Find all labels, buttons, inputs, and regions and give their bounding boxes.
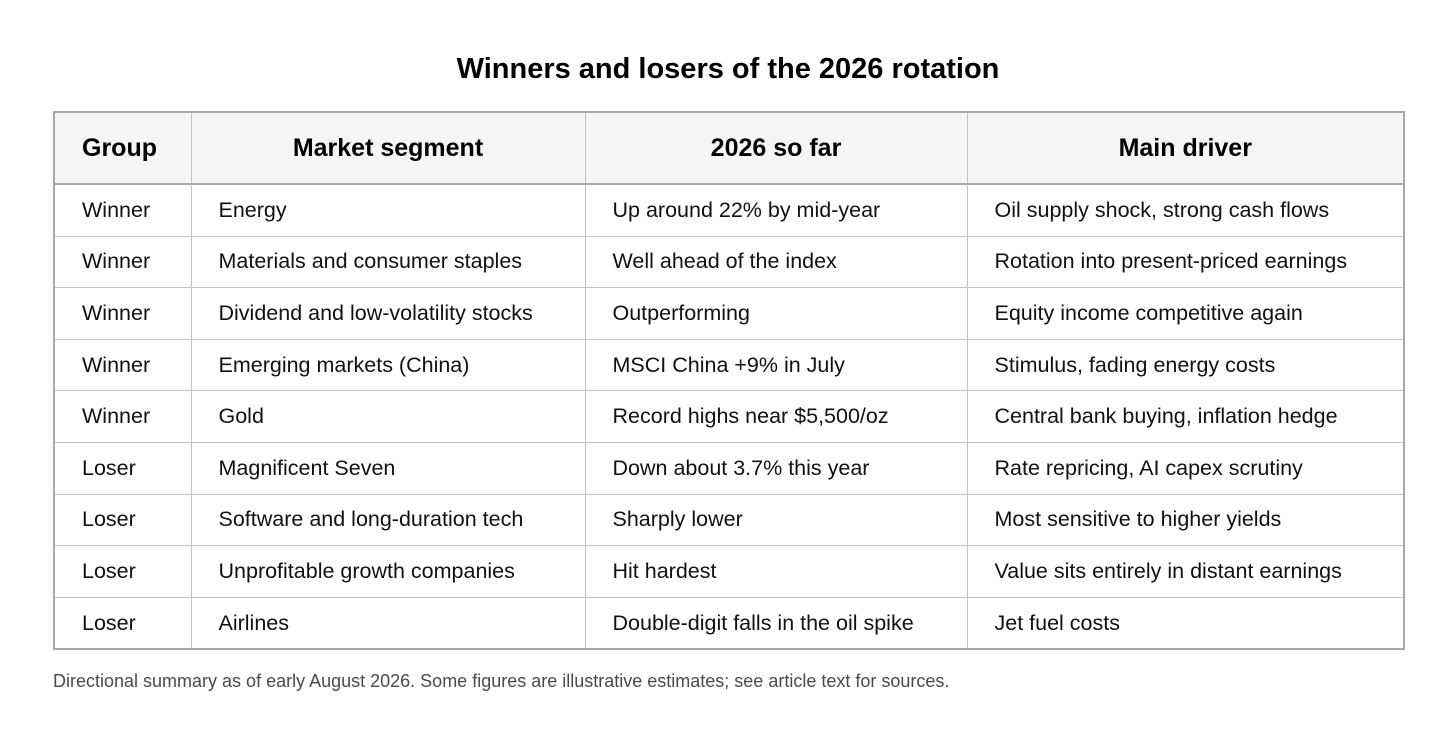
cell-performance: Sharply lower bbox=[584, 493, 968, 547]
cell-driver: Central bank buying, inflation hedge bbox=[966, 390, 1405, 443]
cell-driver: Rotation into present-priced earnings bbox=[966, 235, 1405, 289]
header-group: Group bbox=[53, 111, 192, 185]
cell-segment: Software and long-duration tech bbox=[190, 493, 586, 547]
cell-driver: Jet fuel costs bbox=[966, 596, 1405, 650]
table-row: Winner Energy Up around 22% by mid-year … bbox=[53, 183, 1405, 237]
table-row: Loser Magnificent Seven Down about 3.7% … bbox=[53, 441, 1405, 495]
cell-performance: Down about 3.7% this year bbox=[584, 441, 968, 495]
table-row: Loser Airlines Double-digit falls in the… bbox=[53, 596, 1405, 650]
cell-driver: Equity income competitive again bbox=[966, 287, 1405, 340]
cell-group: Loser bbox=[53, 441, 192, 495]
cell-driver: Oil supply shock, strong cash flows bbox=[966, 183, 1405, 237]
cell-driver: Value sits entirely in distant earnings bbox=[966, 545, 1405, 598]
cell-group: Winner bbox=[53, 235, 192, 289]
rotation-table-container: Group Market segment 2026 so far Main dr… bbox=[53, 111, 1405, 651]
cell-performance: Hit hardest bbox=[584, 545, 968, 598]
table-row: Loser Unprofitable growth companies Hit … bbox=[53, 545, 1405, 598]
cell-segment: Unprofitable growth companies bbox=[190, 545, 586, 598]
table-row: Winner Emerging markets (China) MSCI Chi… bbox=[53, 338, 1405, 392]
cell-group: Winner bbox=[53, 183, 192, 237]
table-row: Winner Dividend and low-volatility stock… bbox=[53, 287, 1405, 340]
rotation-table: Group Market segment 2026 so far Main dr… bbox=[53, 111, 1405, 651]
footnote: Directional summary as of early August 2… bbox=[53, 671, 950, 691]
cell-segment: Materials and consumer staples bbox=[190, 235, 586, 289]
cell-segment: Airlines bbox=[190, 596, 586, 650]
cell-group: Winner bbox=[53, 390, 192, 443]
cell-driver: Stimulus, fading energy costs bbox=[966, 338, 1405, 392]
cell-group: Loser bbox=[53, 596, 192, 650]
cell-driver: Most sensitive to higher yields bbox=[966, 493, 1405, 547]
cell-performance: Record highs near $5,500/oz bbox=[584, 390, 968, 443]
header-market-segment: Market segment bbox=[190, 111, 586, 185]
cell-segment: Emerging markets (China) bbox=[190, 338, 586, 392]
cell-segment: Magnificent Seven bbox=[190, 441, 586, 495]
cell-group: Winner bbox=[53, 287, 192, 340]
table-row: Loser Software and long-duration tech Sh… bbox=[53, 493, 1405, 547]
cell-segment: Gold bbox=[190, 390, 586, 443]
table-row: Winner Gold Record highs near $5,500/oz … bbox=[53, 390, 1405, 443]
cell-performance: Double-digit falls in the oil spike bbox=[584, 596, 968, 650]
cell-segment: Dividend and low-volatility stocks bbox=[190, 287, 586, 340]
cell-performance: Outperforming bbox=[584, 287, 968, 340]
table-title: Winners and losers of the 2026 rotation bbox=[456, 53, 1000, 85]
cell-group: Winner bbox=[53, 338, 192, 392]
cell-performance: Well ahead of the index bbox=[584, 235, 968, 289]
table-header-row: Group Market segment 2026 so far Main dr… bbox=[53, 111, 1405, 185]
header-2026-so-far: 2026 so far bbox=[584, 111, 968, 185]
header-main-driver: Main driver bbox=[966, 111, 1405, 185]
cell-driver: Rate repricing, AI capex scrutiny bbox=[966, 441, 1405, 495]
cell-performance: MSCI China +9% in July bbox=[584, 338, 968, 392]
cell-performance: Up around 22% by mid-year bbox=[584, 183, 968, 237]
cell-segment: Energy bbox=[190, 183, 586, 237]
table-row: Winner Materials and consumer staples We… bbox=[53, 235, 1405, 289]
cell-group: Loser bbox=[53, 493, 192, 547]
cell-group: Loser bbox=[53, 545, 192, 598]
